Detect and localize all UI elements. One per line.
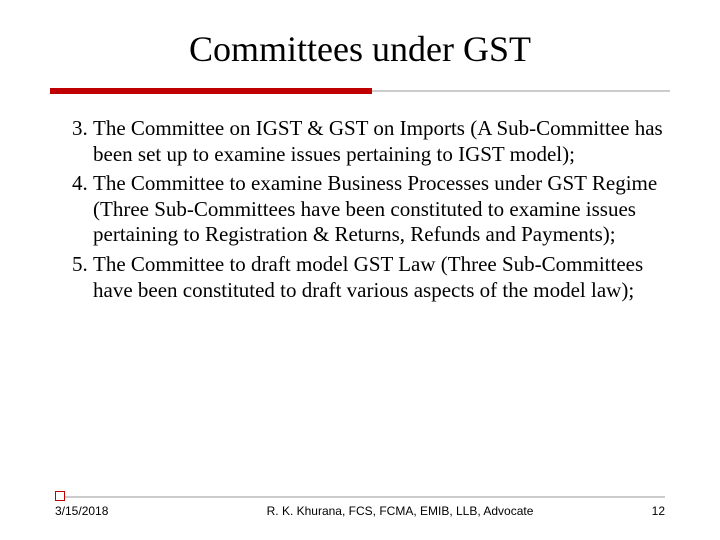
list-item: The Committee on IGST & GST on Imports (…: [93, 116, 665, 167]
footer-divider: [55, 496, 665, 498]
slide-title: Committees under GST: [0, 0, 720, 80]
numbered-list: The Committee on IGST & GST on Imports (…: [55, 116, 665, 303]
slide-footer: 3/15/2018 R. K. Khurana, FCS, FCMA, EMIB…: [0, 496, 720, 518]
footer-page-number: 12: [625, 504, 665, 518]
footer-author: R. K. Khurana, FCS, FCMA, EMIB, LLB, Adv…: [175, 504, 625, 518]
footer-bullet-icon: [55, 491, 65, 501]
slide-body: The Committee on IGST & GST on Imports (…: [0, 94, 720, 303]
list-item: The Committee to examine Business Proces…: [93, 171, 665, 248]
slide: Committees under GST The Committee on IG…: [0, 0, 720, 540]
footer-date: 3/15/2018: [55, 504, 175, 518]
rule-gray-segment: [372, 90, 670, 92]
list-item: The Committee to draft model GST Law (Th…: [93, 252, 665, 303]
rule-red-segment: [50, 88, 372, 94]
